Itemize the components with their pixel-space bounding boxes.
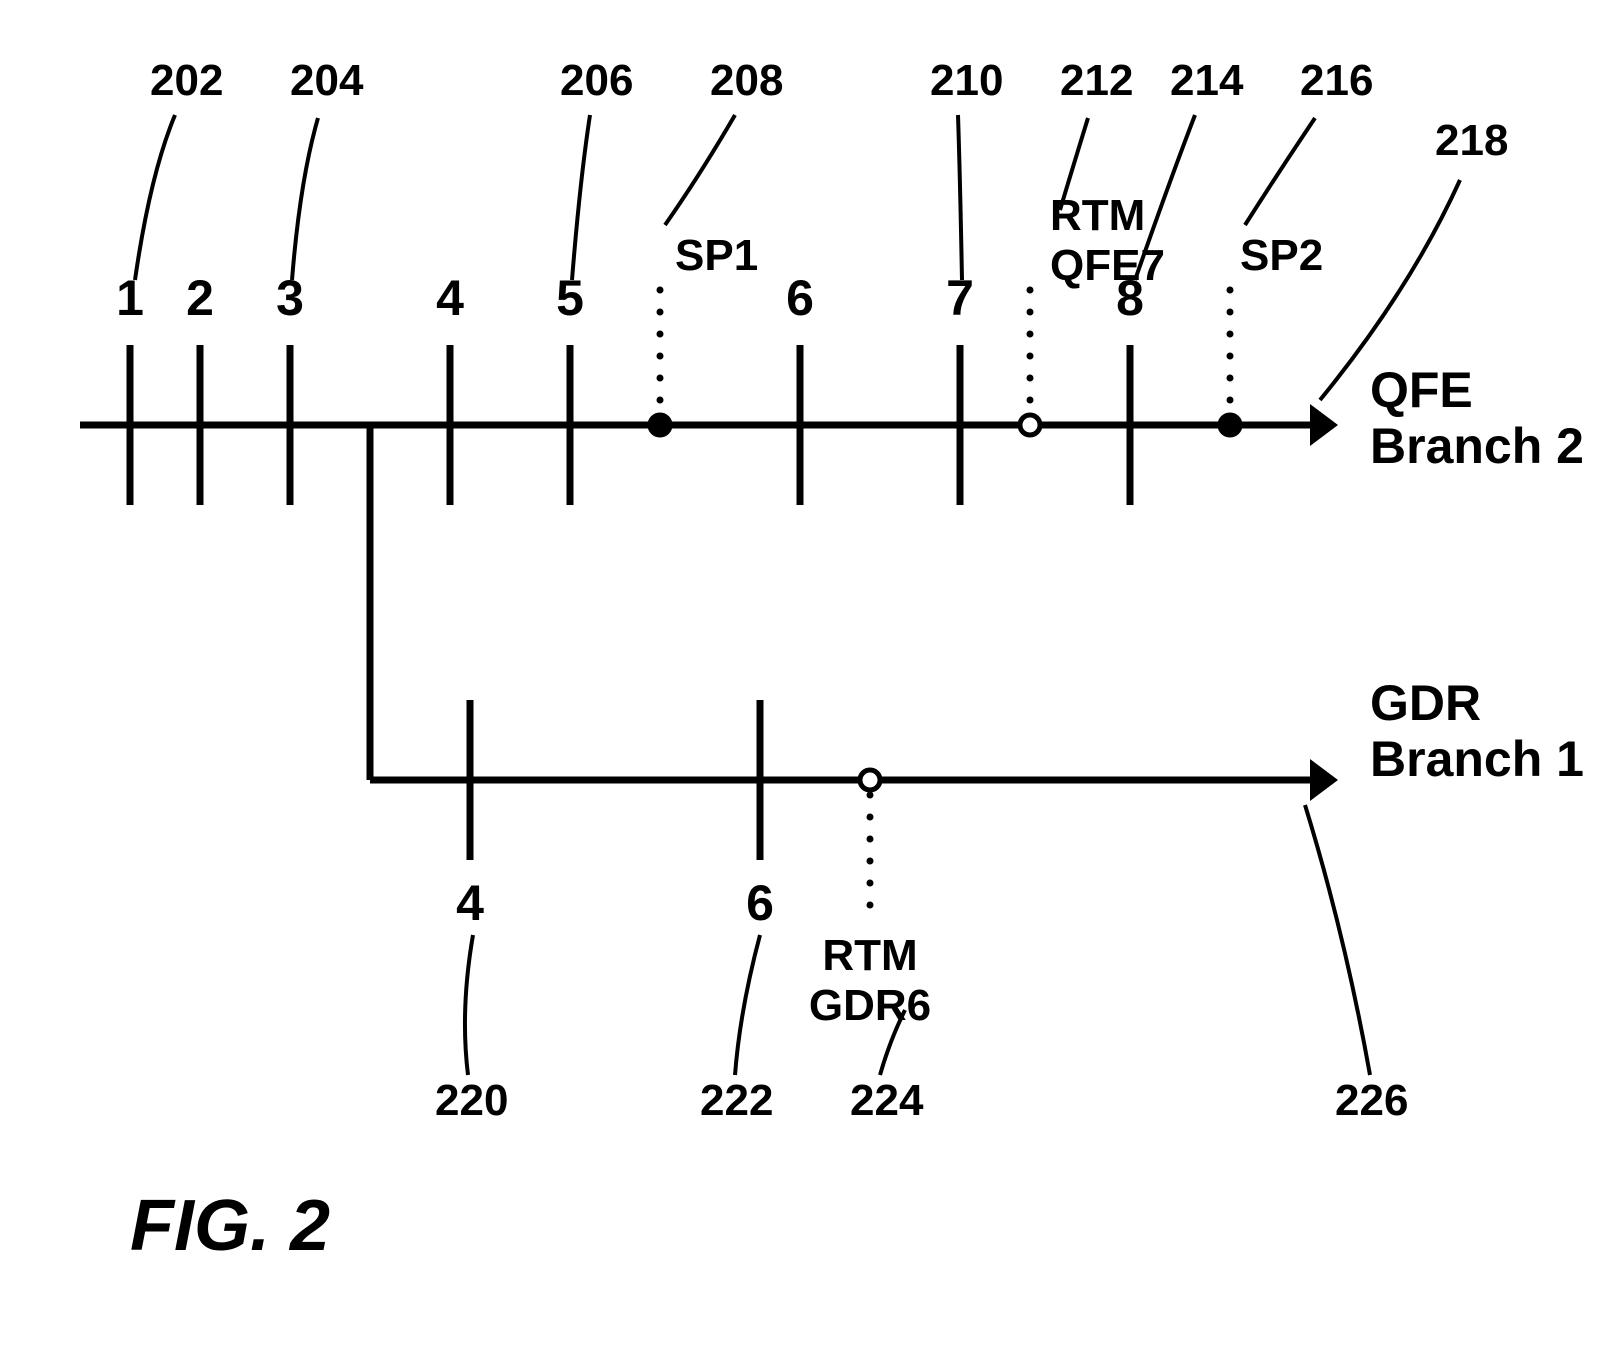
qfe-label-1: QFE (1370, 362, 1473, 418)
callout-218: 218 (1435, 116, 1508, 165)
callout-lead-226 (1305, 805, 1370, 1075)
callout-lead-216 (1245, 118, 1315, 225)
qfe-tick-label-3: 3 (276, 270, 304, 326)
gdr-tick-label-4: 4 (456, 875, 484, 931)
gdr-label-2: Branch 1 (1370, 731, 1584, 787)
qfe-tick-label-2: 2 (186, 270, 214, 326)
gdr-marker-grtm (860, 770, 880, 790)
qfe-marker-rtm (1020, 415, 1040, 435)
callout-lead-208 (665, 115, 735, 225)
callout-206: 206 (560, 56, 633, 105)
callout-lead-204 (292, 118, 318, 280)
callout-220: 220 (435, 1076, 508, 1125)
gdr-tick-label-6: 6 (746, 875, 774, 931)
callout-202: 202 (150, 56, 223, 105)
qfe-dotted-label-sp1: SP1 (675, 231, 758, 280)
qfe-label-2: Branch 2 (1370, 418, 1584, 474)
arrow-head (1310, 404, 1338, 446)
callout-222: 222 (700, 1076, 773, 1125)
callout-226: 226 (1335, 1076, 1408, 1125)
callout-216: 216 (1300, 56, 1373, 105)
callout-lead-206 (572, 115, 590, 280)
qfe-tick-label-4: 4 (436, 270, 464, 326)
callout-lead-220 (465, 935, 473, 1075)
qfe-marker-sp2 (1220, 415, 1240, 435)
gdr-label-1: GDR (1370, 675, 1481, 731)
callout-210: 210 (930, 56, 1003, 105)
callout-214: 214 (1170, 56, 1244, 105)
callout-208: 208 (710, 56, 783, 105)
callout-224: 224 (850, 1076, 924, 1125)
callout-204: 204 (290, 56, 364, 105)
qfe-marker-sp1 (650, 415, 670, 435)
arrow-head (1310, 759, 1338, 801)
qfe-dotted-label-sp2: SP2 (1240, 231, 1323, 280)
qfe-tick-label-6: 6 (786, 270, 814, 326)
callout-212: 212 (1060, 56, 1133, 105)
callout-lead-202 (135, 115, 175, 280)
qfe-tick-label-5: 5 (556, 270, 584, 326)
gdr-dotted-label1-grtm: RTM (822, 931, 917, 980)
callout-lead-210 (958, 115, 962, 280)
figure-label: FIG. 2 (130, 1186, 330, 1266)
qfe-tick-label-1: 1 (116, 270, 144, 326)
callout-lead-222 (735, 935, 760, 1075)
gdr-dotted-label2-grtm: GDR6 (809, 981, 931, 1030)
